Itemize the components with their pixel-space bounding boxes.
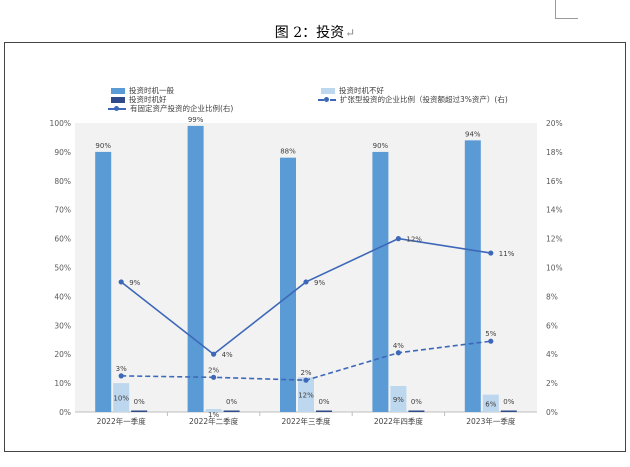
y-right-tick-label: 8% xyxy=(546,292,558,301)
line-data-label: 5% xyxy=(485,330,496,338)
bar-data-label: 0% xyxy=(226,398,237,406)
x-tick-label: 2022年三季度 xyxy=(281,416,331,426)
bar xyxy=(95,151,112,412)
line-data-label: 2% xyxy=(208,366,219,374)
bar-data-label: 94% xyxy=(465,130,481,138)
y-right-tick-label: 12% xyxy=(546,235,563,244)
legend-item-fixed-asset-ratio: 有固定资产投资的企业比例(右) xyxy=(108,104,233,113)
bar xyxy=(205,409,222,412)
bar xyxy=(372,151,389,412)
bar xyxy=(482,394,499,412)
line-data-label: 4% xyxy=(393,342,404,350)
line-point xyxy=(303,377,309,383)
line-point xyxy=(211,374,217,380)
line-data-label: 4% xyxy=(222,351,233,359)
line-point xyxy=(118,373,124,379)
bar-data-label: 1% xyxy=(208,411,219,419)
bar-data-label: 99% xyxy=(188,116,204,124)
bar-data-label: 10% xyxy=(113,395,129,403)
bar-data-label: 0% xyxy=(503,398,514,406)
bar xyxy=(500,410,517,412)
line-point xyxy=(303,279,309,285)
line-data-label: 9% xyxy=(129,279,140,287)
page-corner-mark xyxy=(555,0,578,19)
y-left-tick-label: 20% xyxy=(54,350,71,359)
y-left-tick-label: 60% xyxy=(54,235,71,244)
legend-item-good: 投资时机好 xyxy=(111,95,167,104)
bar-data-label: 90% xyxy=(95,142,111,150)
legend-label: 有固定资产投资的企业比例(右) xyxy=(130,104,234,113)
bar xyxy=(131,410,148,412)
line-data-label: 11% xyxy=(499,250,515,258)
bar xyxy=(298,377,314,412)
x-tick-label: 2022年一季度 xyxy=(97,416,147,426)
y-right-tick-label: 2% xyxy=(546,379,558,388)
chart-canvas: 0%10%20%30%40%50%60%70%80%90%100%0%2%4%6… xyxy=(50,116,563,426)
caption-text: 图 2：投资 xyxy=(274,25,345,41)
bar xyxy=(113,383,130,412)
line-data-label: 9% xyxy=(314,279,325,287)
bar-data-label: 0% xyxy=(318,398,329,406)
bar-data-label: 0% xyxy=(411,398,422,406)
line-point xyxy=(118,279,124,285)
line-data-label: 3% xyxy=(116,365,127,373)
legend-swatch xyxy=(318,96,336,104)
bar xyxy=(464,140,481,412)
legend-item-neutral: 投资时机一般 xyxy=(111,86,174,95)
y-left-tick-label: 40% xyxy=(54,292,71,301)
legend-label: 扩张型投资的企业比例（投资额超过3%资产）(右) xyxy=(340,95,508,104)
figure-caption: 图 2：投资↵ xyxy=(0,22,630,42)
legend-swatch xyxy=(111,88,125,94)
line-data-label: 2% xyxy=(300,369,311,377)
line-data-label: 12% xyxy=(406,236,422,244)
y-left-tick-label: 10% xyxy=(54,379,71,388)
y-left-tick-label: 50% xyxy=(54,264,71,273)
bar-data-label: 12% xyxy=(298,392,314,400)
y-right-tick-label: 18% xyxy=(546,148,563,157)
y-right-tick-label: 16% xyxy=(546,177,563,186)
bar xyxy=(280,157,296,412)
y-left-tick-label: 30% xyxy=(54,321,71,330)
line-point xyxy=(395,350,401,356)
legend-swatch xyxy=(321,88,335,94)
y-left-tick-label: 100% xyxy=(50,119,71,128)
bar xyxy=(408,410,425,412)
bar xyxy=(223,410,240,412)
y-left-tick-label: 80% xyxy=(54,177,71,186)
y-right-tick-label: 14% xyxy=(546,206,563,215)
paragraph-mark-icon: ↵ xyxy=(345,26,356,40)
line-point xyxy=(488,250,494,256)
bar xyxy=(390,385,407,412)
legend-swatch xyxy=(111,97,125,103)
bar xyxy=(316,410,332,412)
line-point xyxy=(395,236,401,242)
x-tick-label: 2022年二季度 xyxy=(189,416,239,426)
bar-data-label: 6% xyxy=(485,400,496,408)
plot-area xyxy=(75,123,537,412)
legend-item-expansion-ratio: 扩张型投资的企业比例（投资额超过3%资产）(右) xyxy=(318,95,508,104)
line-point xyxy=(211,351,217,357)
y-right-tick-label: 10% xyxy=(546,264,563,273)
y-left-tick-label: 90% xyxy=(54,148,71,157)
y-right-tick-label: 20% xyxy=(546,119,563,128)
legend-item-bad: 投资时机不好 xyxy=(321,86,384,95)
legend-label: 投资时机一般 xyxy=(129,86,174,95)
y-right-tick-label: 6% xyxy=(546,321,558,330)
y-left-tick-label: 0% xyxy=(59,408,71,417)
legend-label: 投资时机不好 xyxy=(339,86,384,95)
chart-frame: 投资时机一般 投资时机好 有固定资产投资的企业比例(右) 投资时机不好 扩张型投… xyxy=(4,42,626,452)
x-tick-label: 2023年一季度 xyxy=(466,416,516,426)
legend-swatch xyxy=(108,105,126,113)
bar xyxy=(187,125,204,412)
y-right-tick-label: 0% xyxy=(546,408,558,417)
legend-label: 投资时机好 xyxy=(129,95,167,104)
bar-data-label: 88% xyxy=(280,148,296,156)
x-tick-label: 2022年四季度 xyxy=(374,416,424,426)
bar-data-label: 0% xyxy=(134,398,145,406)
bar-data-label: 90% xyxy=(373,142,389,150)
y-left-tick-label: 70% xyxy=(54,206,71,215)
y-right-tick-label: 4% xyxy=(546,350,558,359)
bar-data-label: 9% xyxy=(393,396,404,404)
line-point xyxy=(488,338,494,344)
